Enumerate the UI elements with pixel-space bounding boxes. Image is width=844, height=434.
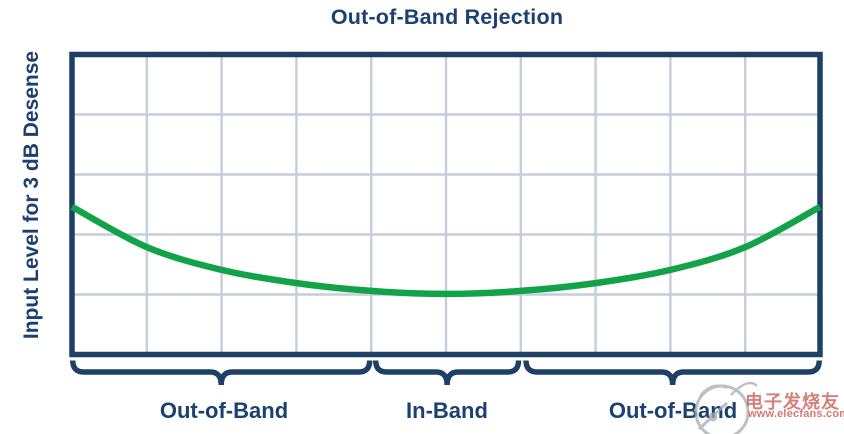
band-braces [69,360,823,386]
watermark-site-name: 电子发烧友 [745,392,840,412]
watermark-url: www.elecfans.com [748,408,844,420]
band-label-out-of-band-left: Out-of-Band [159,398,289,423]
band-label-in-band: In-Band [406,398,488,423]
band-brace [372,360,522,386]
y-axis-label: Input Level for 3 dB Desense [20,50,43,340]
band-brace [523,360,823,386]
chart-title: Out-of-Band Rejection [330,5,564,29]
desense-curve [70,204,822,298]
elecfans-logo-icon [694,381,758,434]
plot-frame [69,51,823,358]
grid-lines [74,56,818,353]
band-brace [69,360,373,386]
